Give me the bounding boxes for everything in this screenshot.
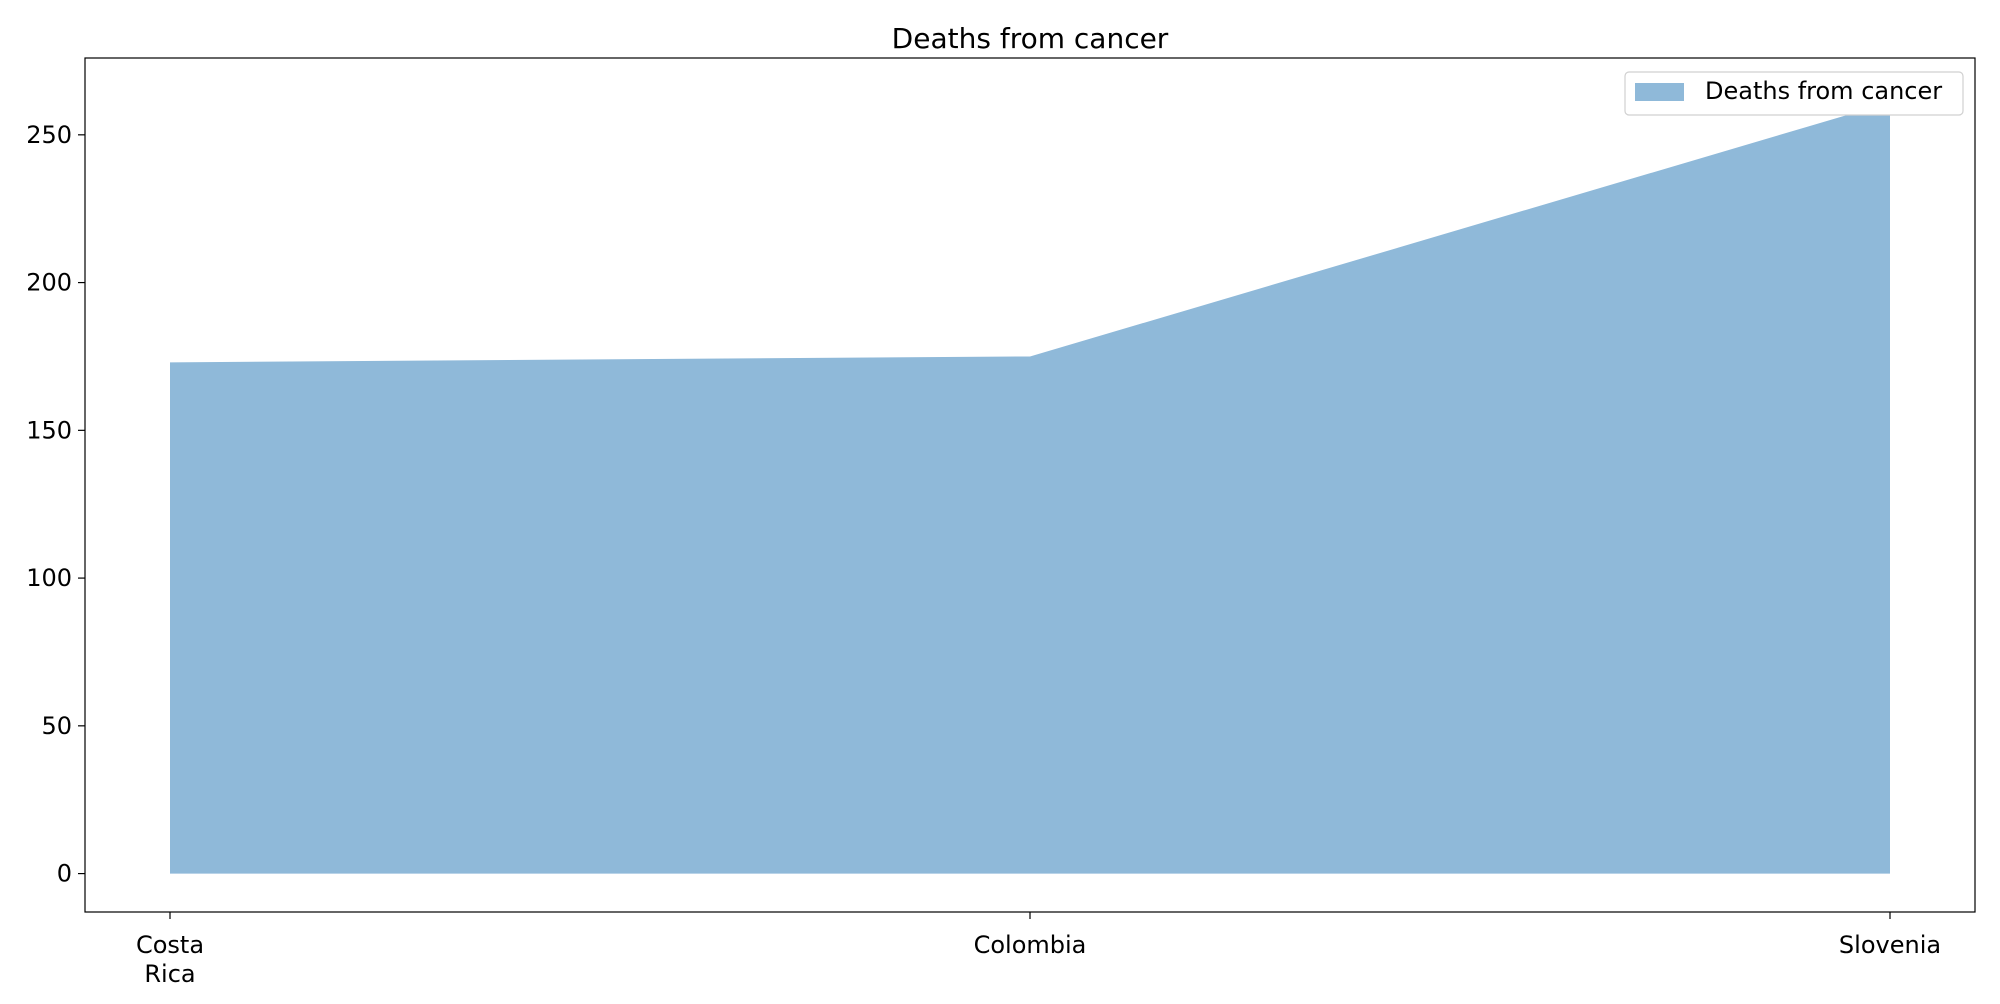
y-tick-label: 150 [26,416,72,444]
area-series-0 [170,102,1890,873]
legend-label: Deaths from cancer [1705,77,1942,105]
x-tick-label-line: Costa [136,931,204,959]
x-tick-label-line: Rica [144,960,195,988]
y-tick-label: 250 [26,121,72,149]
x-tick-label-line: Colombia [974,931,1087,959]
legend: Deaths from cancer [1625,72,1963,115]
y-tick-label: 0 [57,860,72,888]
chart-title: Deaths from cancer [892,22,1169,55]
x-tick-label: Slovenia [1839,931,1941,959]
x-tick-label: Colombia [974,931,1087,959]
y-tick-label: 100 [26,564,72,592]
plot-area [170,102,1890,873]
legend-swatch [1635,83,1684,101]
x-tick-label-line: Slovenia [1839,931,1941,959]
y-tick-label: 200 [26,269,72,297]
y-tick-label: 50 [41,712,72,740]
